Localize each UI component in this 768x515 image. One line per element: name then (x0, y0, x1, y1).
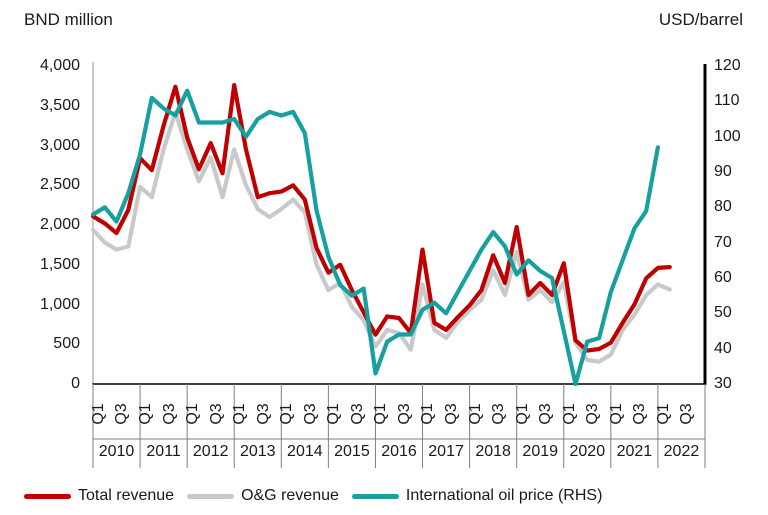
x-axis-quarter-tick-label: Q3 (678, 403, 696, 425)
x-axis-quarter-tick-label: Q1 (654, 403, 672, 425)
x-axis-quarter-tick-label: Q3 (395, 403, 413, 425)
x-axis-year-tick-label: 2022 (663, 443, 700, 460)
right-axis-title: USD/barrel (658, 10, 743, 29)
x-axis-quarter-tick-label: Q3 (490, 403, 508, 425)
y-axis-left-tick-label: 4,000 (39, 57, 80, 74)
y-axis-left-tick-label: 0 (71, 375, 80, 392)
x-axis-year-tick-label: 2021 (616, 443, 653, 460)
y-axis-left-tick-label: 1,500 (39, 255, 80, 273)
legend-label: Total revenue (78, 487, 175, 504)
x-axis-quarter-tick-label: Q1 (136, 403, 154, 425)
x-axis-quarter-tick-label: Q1 (513, 403, 531, 425)
y-axis-right-tick-label: 30 (714, 375, 732, 392)
y-axis-left-tick-label: 3,500 (39, 96, 80, 114)
y-axis-right-tick-label: 70 (714, 233, 732, 251)
x-axis-year-tick-label: 2018 (475, 443, 511, 460)
y-axis-right-tick-label: 80 (714, 198, 732, 216)
legend-item: International oil price (RHS) (351, 487, 603, 505)
x-axis-quarter-tick-label: Q3 (442, 403, 460, 425)
x-axis-quarter-tick-label: Q3 (254, 403, 272, 425)
x-axis-year-tick-label: 2012 (192, 443, 229, 460)
x-axis-year-tick-label: 2016 (381, 443, 417, 460)
series-line-international-oil-price-rhs- (90, 88, 661, 387)
x-axis-quarter-tick-label: Q1 (184, 403, 202, 425)
x-axis-year-tick-label: 2019 (522, 443, 559, 460)
x-axis-quarter-tick-label: Q1 (278, 403, 296, 425)
x-axis-quarter-tick-label: Q3 (160, 403, 178, 425)
x-axis-year-tick-label: 2015 (334, 443, 370, 460)
left-axis-title: BND million (24, 10, 113, 29)
legend-label: O&G revenue (241, 487, 339, 504)
y-axis-right-tick-label: 50 (714, 304, 732, 322)
y-axis-left-tick-label: 2,500 (39, 176, 80, 194)
x-axis-quarter-tick-label: Q1 (372, 403, 390, 425)
x-axis-quarter-tick-label: Q1 (231, 403, 249, 425)
legend-label: International oil price (RHS) (405, 487, 603, 504)
y-axis-right-tick-label: 40 (714, 339, 732, 357)
legend-line-swatch (351, 493, 399, 499)
legend: Total revenue O&G revenue International oi… (24, 487, 615, 505)
y-axis-left-tick-label: 2,000 (39, 216, 80, 233)
x-axis-year-tick-label: 2017 (428, 443, 464, 460)
y-axis-right-tick-label: 120 (714, 57, 741, 74)
x-axis-quarter-tick-label: Q1 (607, 403, 625, 425)
y-axis-left-tick-label: 3,000 (39, 136, 80, 154)
legend-line-swatch (187, 493, 235, 499)
y-axis-left-tick-label: 1,000 (39, 295, 80, 313)
x-axis-quarter-tick-label: Q1 (466, 403, 484, 425)
x-axis-year-tick-label: 2013 (239, 443, 276, 460)
x-axis-quarter-tick-label: Q3 (207, 403, 225, 425)
legend-line-swatch (24, 493, 71, 499)
x-axis-year-tick-label: 2014 (287, 443, 323, 460)
x-axis-quarter-tick-label: Q3 (537, 403, 555, 425)
x-axis-quarter-tick-label: Q3 (348, 403, 366, 425)
x-axis-quarter-tick-label: Q3 (584, 403, 602, 425)
x-axis-year-tick-label: 2020 (569, 443, 606, 460)
y-axis-right-tick-label: 60 (714, 269, 732, 286)
x-axis-quarter-tick-label: Q1 (560, 403, 578, 425)
x-axis-quarter-tick-label: Q3 (301, 403, 319, 425)
legend-item: Total revenue (24, 487, 174, 505)
y-axis-right-tick-label: 90 (714, 163, 732, 180)
series-line-total-revenue (90, 82, 672, 353)
x-axis-year-tick-label: 2010 (98, 443, 135, 460)
x-axis-quarter-tick-label: Q3 (113, 403, 131, 425)
y-axis-right-tick-label: 110 (714, 92, 740, 110)
y-axis-right-tick-label: 100 (714, 127, 741, 145)
x-axis-quarter-tick-label: Q1 (419, 403, 437, 425)
x-axis-year-tick-label: 2011 (146, 443, 181, 460)
x-axis-quarter-tick-label: Q3 (631, 403, 649, 425)
y-axis-left-tick-label: 500 (53, 335, 80, 353)
legend-item: O&G revenue (187, 487, 339, 505)
x-axis-quarter-tick-label: Q1 (325, 403, 343, 425)
x-axis-quarter-tick-label: Q1 (89, 403, 107, 425)
